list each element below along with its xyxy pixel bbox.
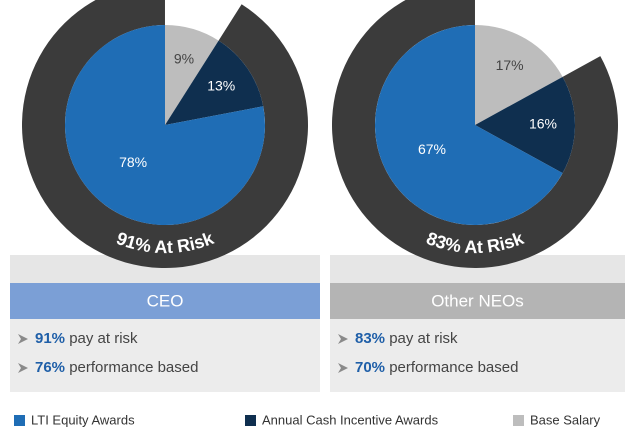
legend-label: Base Salary — [530, 412, 601, 427]
pie-slice — [475, 76, 575, 174]
note: 76% performance based — [35, 359, 198, 376]
slice-label: 67% — [418, 141, 446, 157]
pie-slice — [375, 25, 563, 226]
legend-label: Annual Cash Incentive Awards — [262, 412, 439, 427]
slice-label: 13% — [207, 77, 235, 93]
slice-label: 9% — [174, 50, 194, 66]
panel-title: Other NEOs — [431, 291, 524, 310]
note-text: pay at risk — [69, 330, 138, 347]
bullet-arrow — [338, 334, 348, 344]
note: 83% pay at risk — [355, 330, 458, 347]
note-value: 91% — [35, 330, 65, 347]
slice-label: 16% — [529, 116, 557, 132]
note: 70% performance based — [355, 359, 518, 376]
bullet-arrow — [18, 363, 28, 373]
slice-label: 78% — [119, 154, 147, 170]
panel-notes — [330, 319, 625, 392]
note-text: performance based — [69, 359, 198, 376]
legend-label: LTI Equity Awards — [31, 412, 135, 427]
pie-slice — [475, 25, 563, 125]
pie-slice — [165, 40, 264, 125]
pie-slice — [64, 25, 265, 225]
pie-slice — [165, 25, 219, 125]
bullet-arrow — [18, 334, 28, 344]
panel-title-bar — [330, 283, 625, 319]
note-value: 83% — [355, 330, 385, 347]
note: 91% pay at risk — [35, 330, 138, 347]
note-text: performance based — [389, 359, 518, 376]
bullet-arrow — [338, 363, 348, 373]
note-value: 70% — [355, 359, 385, 376]
note-text: pay at risk — [389, 330, 458, 347]
at-risk-ring — [332, 0, 618, 268]
panel-notes — [10, 319, 320, 392]
slice-label: 17% — [496, 57, 524, 73]
panel-title: CEO — [147, 291, 184, 310]
at-risk-ring — [22, 0, 308, 268]
legend-swatch — [245, 415, 256, 426]
panel-title-bar — [10, 283, 320, 319]
note-value: 76% — [35, 359, 65, 376]
legend-swatch — [513, 415, 524, 426]
legend-swatch — [14, 415, 25, 426]
